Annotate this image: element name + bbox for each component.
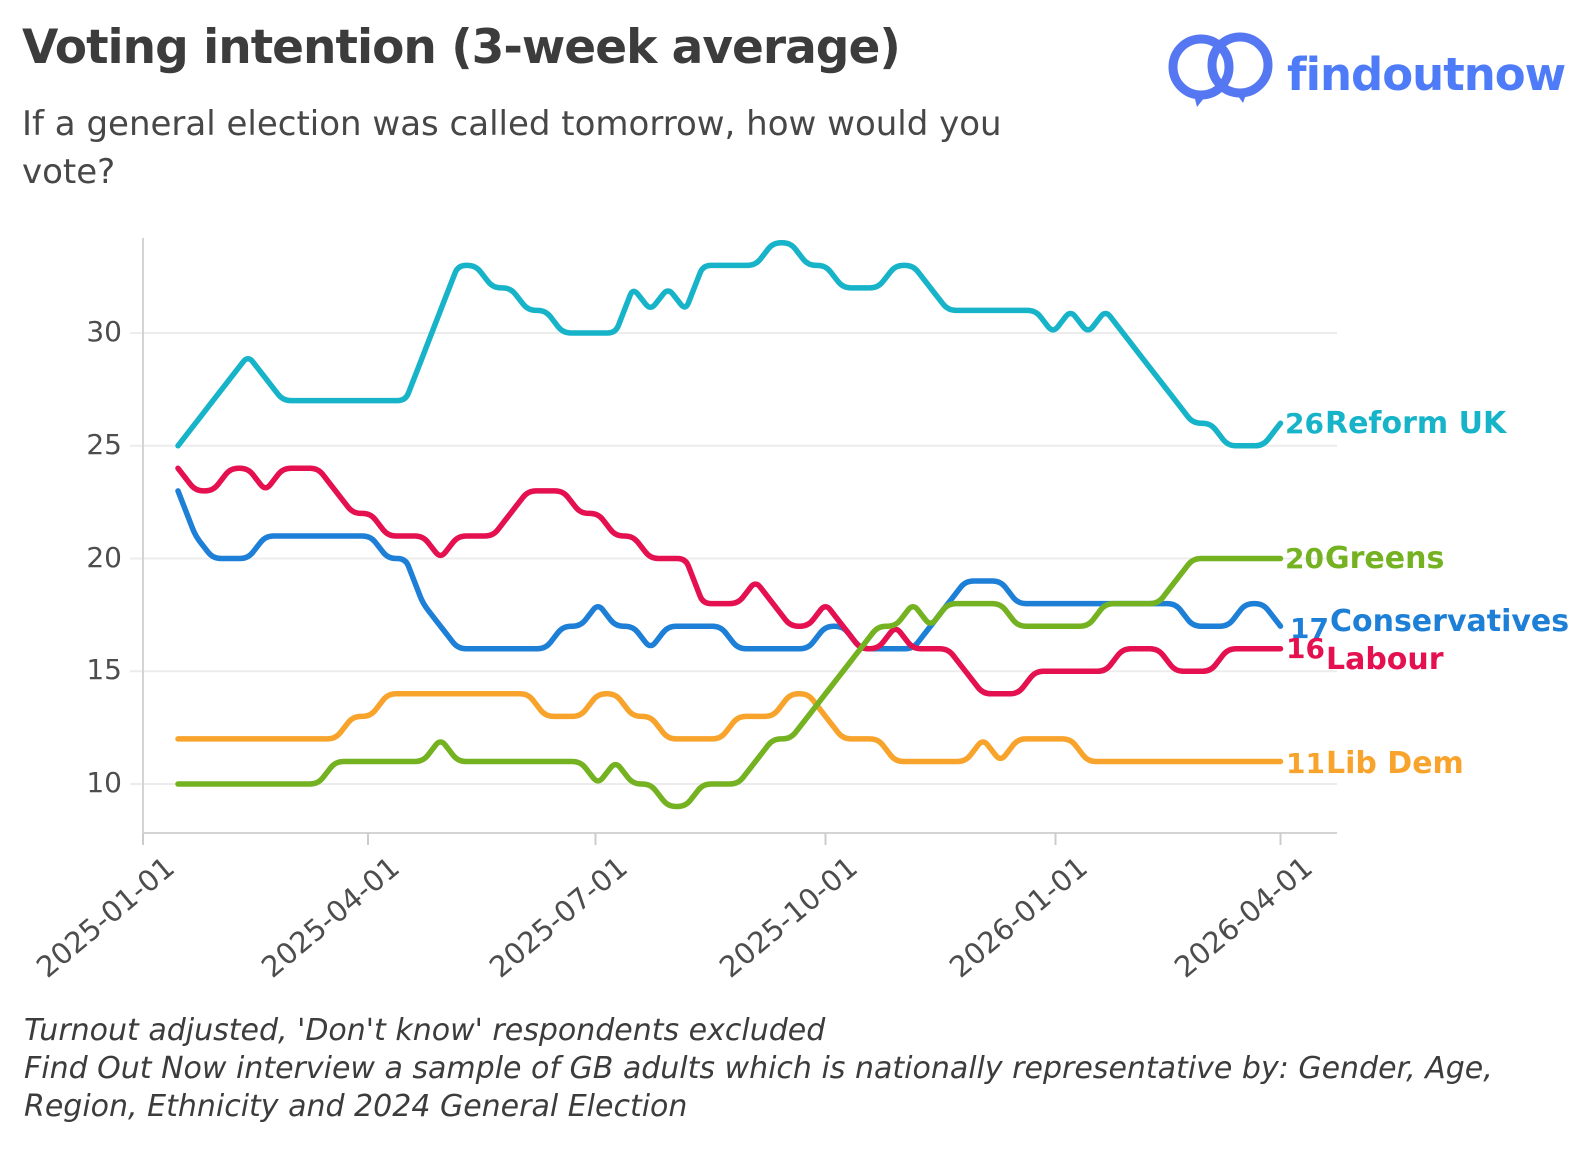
series-end-value-greens: 20 — [1285, 541, 1324, 575]
series-end-value-reform-uk: 26 — [1285, 406, 1324, 440]
series-line-lib-dem — [175, 691, 1284, 765]
page-title: Voting intention (3-week average) — [22, 20, 901, 75]
series-name-lib-dem: Lib Dem — [1325, 745, 1464, 781]
series-end-value-labour: 16 — [1286, 631, 1325, 665]
series-line-conservatives — [175, 488, 1284, 652]
y-axis-tick-label-30: 30 — [86, 315, 122, 348]
series-end-label-reform-uk: 26 Reform UK — [1285, 404, 1506, 442]
speech-bubbles-icon — [1168, 32, 1273, 107]
series-end-label-greens: 20 Greens — [1285, 539, 1444, 577]
series-end-value-conservatives: 17 — [1290, 611, 1329, 645]
series-name-greens: Greens — [1324, 540, 1445, 576]
series-line-reform-uk — [175, 240, 1284, 449]
series-line-labour — [175, 465, 1284, 697]
y-axis-tick-label-25: 25 — [86, 427, 122, 461]
chart-subtitle: If a general election was called tomorro… — [22, 104, 1002, 192]
series-line-greens — [175, 555, 1284, 810]
series-name-labour: Labour — [1325, 641, 1444, 677]
logo-text: findoutnow — [1287, 47, 1566, 101]
series-end-label-conservatives: 17 Conservatives — [1290, 602, 1570, 645]
series-name-conservatives: Conservatives — [1329, 603, 1570, 639]
findoutnow-logo: findoutnow — [1150, 25, 1566, 117]
footnote-methodology: Turnout adjusted, 'Don't know' responden… — [24, 1013, 826, 1048]
footnotes: Turnout adjusted, 'Don't know' responden… — [24, 1012, 1569, 1126]
series-name-reform-uk: Reform UK — [1324, 405, 1507, 441]
series-end-value-lib-dem: 11 — [1286, 746, 1325, 780]
y-axis-tick-label-10: 10 — [86, 766, 122, 799]
footnote-sample: Find Out Now interview a sample of GB ad… — [24, 1051, 1493, 1124]
series-end-label-labour: 16 Labour — [1286, 632, 1444, 677]
y-axis-tick-label-15: 15 — [86, 653, 122, 687]
series-end-label-lib-dem: 11 Lib Dem — [1286, 744, 1464, 782]
y-axis-tick-label-20: 20 — [86, 540, 122, 574]
